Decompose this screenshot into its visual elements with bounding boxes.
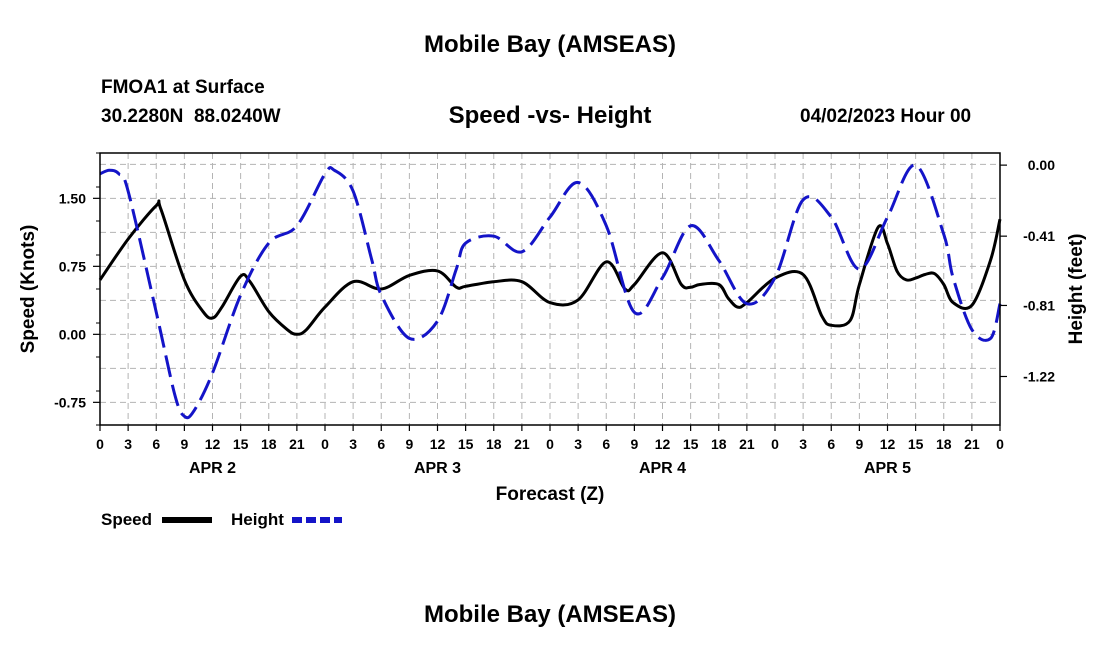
y-left-tick-label: 0.75 [59, 258, 86, 274]
x-tick-label: 21 [739, 436, 755, 452]
x-tick-label: 12 [205, 436, 221, 452]
y-left-tick-label: -0.75 [54, 394, 86, 410]
x-axis-label: Forecast (Z) [496, 484, 605, 505]
y-left-tick-label: 1.50 [59, 190, 86, 206]
x-tick-label: 12 [655, 436, 671, 452]
x-tick-label: 9 [630, 436, 638, 452]
y-axis-label-left: Speed (Knots) [18, 225, 39, 354]
y-right-tick-label: -0.41 [1023, 228, 1055, 244]
x-tick-label: 15 [458, 436, 474, 452]
day-label: APR 3 [414, 460, 461, 477]
x-tick-label: 0 [321, 436, 329, 452]
x-tick-label: 21 [514, 436, 530, 452]
day-label: APR 5 [864, 460, 911, 477]
x-tick-label: 0 [96, 436, 104, 452]
plot-title: Speed -vs- Height [448, 102, 652, 129]
y-left-tick-label: 0.00 [59, 326, 86, 342]
legend-label-speed: Speed [101, 510, 152, 529]
legend: Speed Height [101, 510, 342, 529]
x-tick-label: 3 [349, 436, 357, 452]
x-tick-label: 0 [771, 436, 779, 452]
day-label: APR 2 [189, 460, 236, 477]
x-tick-label: 3 [124, 436, 132, 452]
x-tick-label: 6 [377, 436, 385, 452]
x-tick-label: 21 [289, 436, 305, 452]
x-tick-label: 18 [486, 436, 502, 452]
x-tick-label: 21 [964, 436, 980, 452]
x-tick-label: 15 [908, 436, 924, 452]
datetime-label: 04/02/2023 Hour 00 [800, 106, 972, 127]
x-tick-label: 6 [152, 436, 160, 452]
y-right-tick-label: 0.00 [1028, 157, 1055, 173]
x-tick-label: 12 [430, 436, 446, 452]
x-tick-label: 6 [827, 436, 835, 452]
grid-lines [100, 153, 1000, 425]
x-tick-label: 18 [261, 436, 277, 452]
x-tick-label: 18 [936, 436, 952, 452]
coordinates-label: 30.2280N 88.0240W [101, 106, 281, 127]
x-tick-label: 12 [880, 436, 896, 452]
x-tick-label: 0 [546, 436, 554, 452]
x-tick-label: 9 [855, 436, 863, 452]
x-tick-label: 15 [683, 436, 699, 452]
series-layer [98, 163, 1002, 420]
x-tick-label: 6 [602, 436, 610, 452]
x-tick-label: 0 [996, 436, 1004, 452]
x-tick-label: 3 [799, 436, 807, 452]
x-tick-label: 18 [711, 436, 727, 452]
axis-ticks: 0 3 6 9 12 15 18 21 0 3 6 9 12 15 18 21 0 3 6 9 12 15 18 21 0 3 6 9… [54, 152, 1055, 477]
series-line-height [99, 163, 1002, 420]
y-right-tick-label: -0.81 [1023, 297, 1055, 313]
station-label: FMOA1 at Surface [101, 77, 265, 98]
x-tick-label: 9 [405, 436, 413, 452]
day-label: APR 4 [639, 460, 686, 477]
top-title: Mobile Bay (AMSEAS) [423, 31, 677, 58]
y-axis-label-right: Height (feet) [1066, 234, 1087, 345]
y-right-tick-label: -1.22 [1023, 368, 1055, 384]
legend-label-height: Height [231, 510, 284, 529]
x-tick-label: 9 [180, 436, 188, 452]
x-tick-label: 3 [574, 436, 582, 452]
bottom-title: Mobile Bay (AMSEAS) [423, 601, 677, 628]
x-tick-label: 15 [233, 436, 249, 452]
